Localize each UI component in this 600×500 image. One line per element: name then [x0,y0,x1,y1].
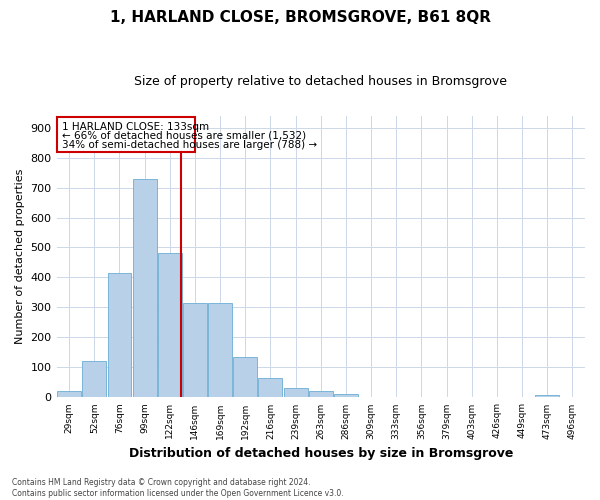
Bar [535,395,559,398]
FancyBboxPatch shape [56,117,195,152]
X-axis label: Distribution of detached houses by size in Bromsgrove: Distribution of detached houses by size … [128,447,513,460]
Text: 1, HARLAND CLOSE, BROMSGROVE, B61 8QR: 1, HARLAND CLOSE, BROMSGROVE, B61 8QR [110,10,491,25]
Bar [233,357,257,398]
Bar [284,388,308,398]
Y-axis label: Number of detached properties: Number of detached properties [15,169,25,344]
Bar [57,392,81,398]
Bar [158,254,182,398]
Text: 1 HARLAND CLOSE: 133sqm: 1 HARLAND CLOSE: 133sqm [62,122,209,132]
Bar [183,303,207,398]
Bar [208,303,232,398]
Text: 34% of semi-detached houses are larger (788) →: 34% of semi-detached houses are larger (… [62,140,317,149]
Title: Size of property relative to detached houses in Bromsgrove: Size of property relative to detached ho… [134,75,507,88]
Bar [133,178,157,398]
Text: ← 66% of detached houses are smaller (1,532): ← 66% of detached houses are smaller (1,… [62,130,305,140]
Bar [107,273,131,398]
Bar [334,394,358,398]
Bar [82,362,106,398]
Bar [259,378,283,398]
Text: Contains HM Land Registry data © Crown copyright and database right 2024.
Contai: Contains HM Land Registry data © Crown c… [12,478,344,498]
Bar [309,392,333,398]
